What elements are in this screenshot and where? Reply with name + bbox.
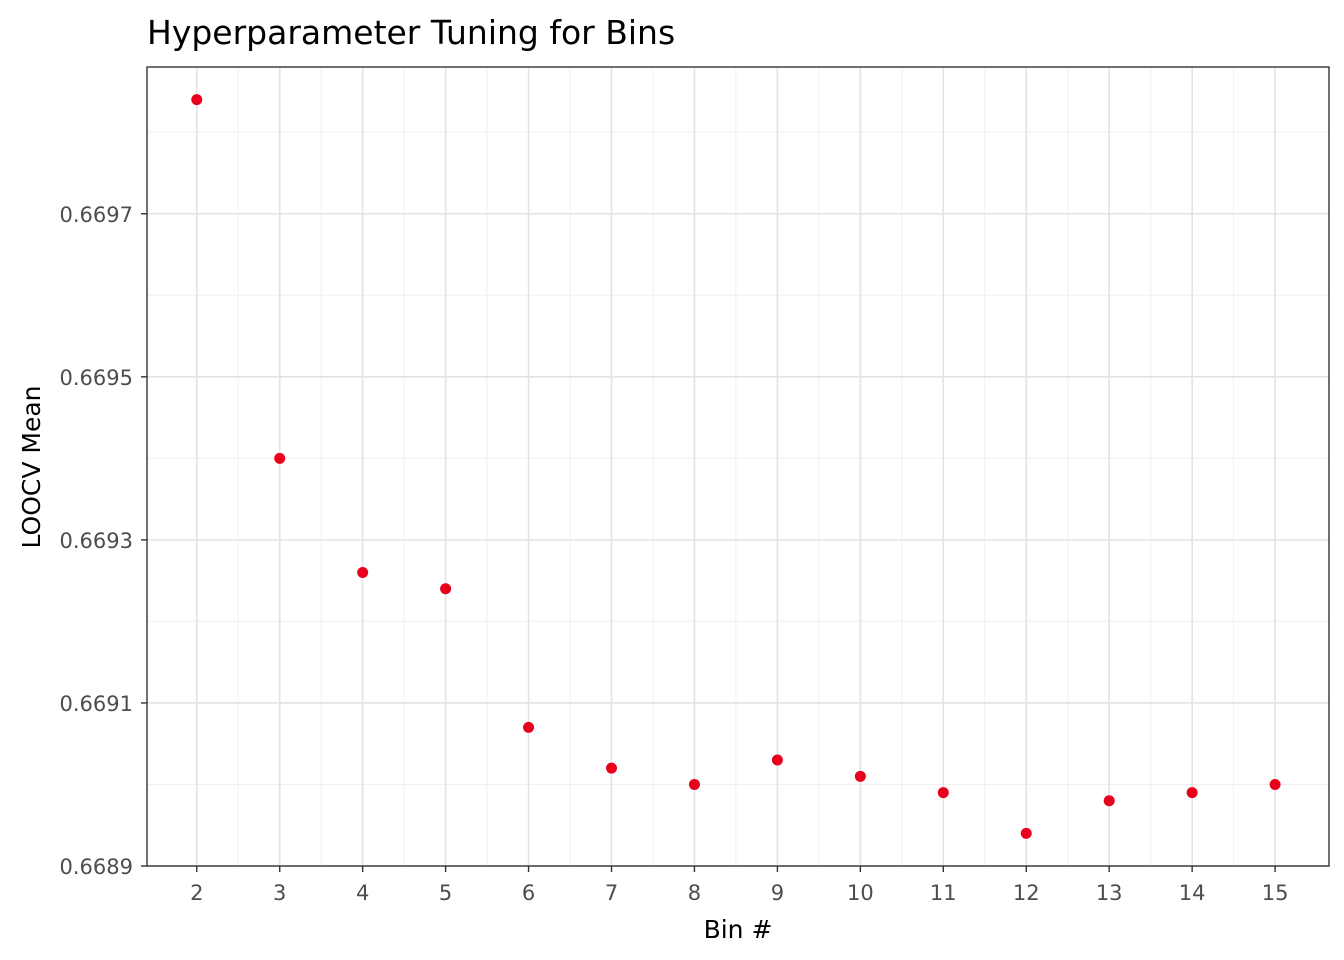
data-point bbox=[1020, 827, 1032, 839]
x-tick-label: 4 bbox=[356, 881, 369, 905]
x-tick-label: 2 bbox=[190, 881, 203, 905]
data-point bbox=[1103, 795, 1115, 807]
data-point bbox=[523, 721, 535, 733]
y-tick-label: 0.6691 bbox=[60, 692, 133, 716]
data-point bbox=[771, 754, 783, 766]
x-tick-label: 13 bbox=[1096, 881, 1123, 905]
chart-title: Hyperparameter Tuning for Bins bbox=[147, 13, 675, 52]
data-point bbox=[440, 583, 452, 595]
y-tick-label: 0.6695 bbox=[60, 366, 133, 390]
data-point bbox=[606, 762, 618, 774]
data-points bbox=[191, 94, 1281, 839]
x-axis-label: Bin # bbox=[704, 915, 773, 944]
data-point bbox=[854, 770, 866, 782]
data-point bbox=[357, 566, 369, 578]
x-tick-label: 3 bbox=[273, 881, 286, 905]
plot-panel bbox=[146, 66, 1330, 867]
x-tick-label: 5 bbox=[439, 881, 452, 905]
x-tick-label: 7 bbox=[605, 881, 618, 905]
x-tick-label: 14 bbox=[1179, 881, 1206, 905]
x-tick-label: 11 bbox=[930, 881, 957, 905]
data-point bbox=[191, 94, 203, 106]
data-point bbox=[688, 778, 700, 790]
y-axis: 0.6689 0.6691 0.6693 0.6695 0.6697 bbox=[60, 203, 147, 879]
x-tick-label: 12 bbox=[1013, 881, 1040, 905]
y-tick-label: 0.6697 bbox=[60, 203, 133, 227]
data-point bbox=[1186, 787, 1198, 799]
data-point bbox=[274, 452, 286, 464]
grid-minor bbox=[147, 67, 1329, 866]
x-tick-label: 10 bbox=[847, 881, 874, 905]
x-tick-label: 15 bbox=[1262, 881, 1289, 905]
grid-major bbox=[147, 67, 1329, 867]
y-tick-label: 0.6693 bbox=[60, 529, 133, 553]
x-tick-label: 9 bbox=[771, 881, 784, 905]
y-axis-label: LOOCV Mean bbox=[17, 385, 46, 548]
x-tick-label: 8 bbox=[688, 881, 701, 905]
x-tick-label: 6 bbox=[522, 881, 535, 905]
x-axis: 2 3 4 5 6 7 8 9 10 11 12 13 14 15 bbox=[190, 866, 1288, 905]
data-point bbox=[937, 787, 949, 799]
y-tick-label: 0.6689 bbox=[60, 855, 133, 879]
data-point bbox=[1269, 778, 1281, 790]
